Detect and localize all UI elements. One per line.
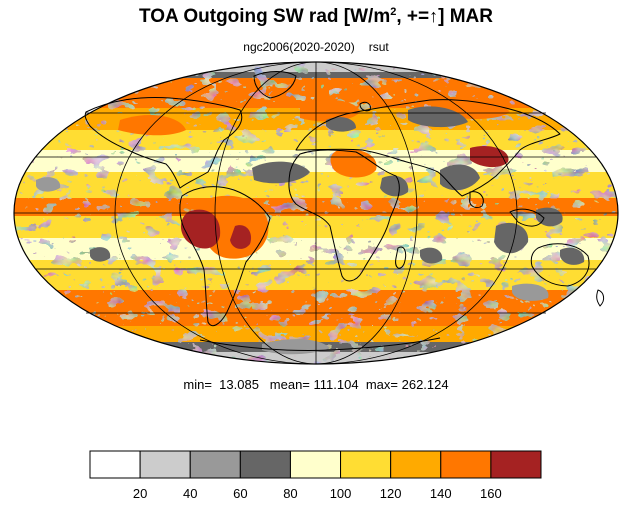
colorbar-swatch bbox=[189, 450, 241, 479]
colorbar-swatch bbox=[289, 450, 342, 479]
colorbar-swatch bbox=[89, 450, 141, 479]
coastlines bbox=[84, 71, 605, 352]
colorbar-tick-label: 140 bbox=[429, 486, 452, 501]
map-title: TOA Outgoing SW rad [W/m2, +=↑] MAR bbox=[139, 6, 493, 27]
variable-label: rsut bbox=[368, 40, 389, 54]
up-arrow-icon: ↑ bbox=[429, 6, 439, 26]
colorbar-tick-label: 40 bbox=[182, 486, 198, 501]
field-statistics: min= 13.085 mean= 111.104 max= 262.124 bbox=[183, 377, 449, 392]
colorbar-tick-label: 20 bbox=[132, 486, 148, 501]
colorbar-tick-label: 80 bbox=[283, 486, 298, 501]
colorbar-tick-label: 100 bbox=[329, 486, 352, 501]
colorbar bbox=[89, 450, 542, 479]
map-subtitle: ngc2006(2020-2020) rsut bbox=[0, 40, 632, 54]
colorbar-tick-label: 120 bbox=[379, 486, 402, 501]
colorbar-swatch bbox=[239, 450, 291, 479]
colorbar-swatch bbox=[390, 450, 442, 479]
max-value: 262.124 bbox=[401, 377, 449, 392]
mean-value: 111.104 bbox=[313, 377, 359, 392]
case-label: ngc2006(2020-2020) bbox=[243, 40, 355, 54]
colorbar-tick-label: 60 bbox=[233, 486, 248, 501]
colorbar-swatch bbox=[490, 450, 542, 479]
colorbar-tick-label: 160 bbox=[480, 486, 502, 501]
map-border bbox=[13, 61, 619, 365]
colorbar-swatch bbox=[139, 450, 191, 479]
colorbar-swatch bbox=[440, 450, 492, 479]
min-value: 13.085 bbox=[219, 377, 259, 392]
colorbar-swatch bbox=[340, 450, 392, 479]
